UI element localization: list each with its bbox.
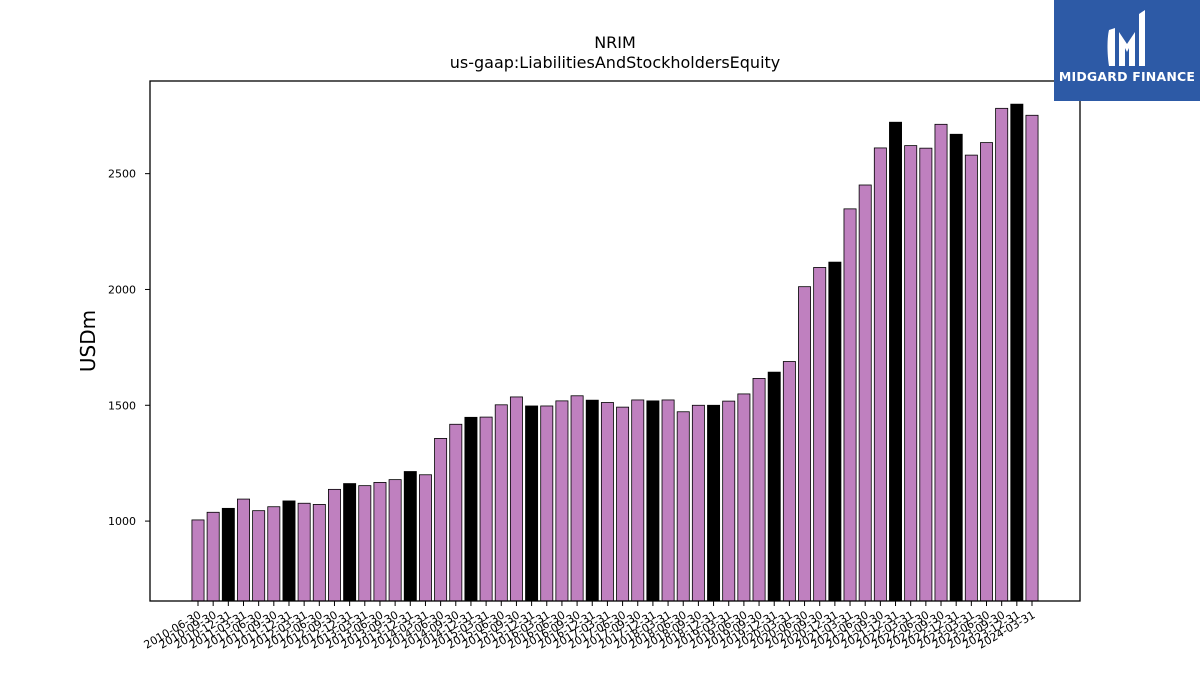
- bar: [767, 371, 781, 602]
- bar: [494, 404, 508, 602]
- y-tick-label: 2000: [108, 283, 136, 296]
- bar: [479, 416, 493, 602]
- bar: [949, 133, 963, 602]
- bar: [343, 483, 357, 602]
- bar: [798, 286, 812, 602]
- bar: [191, 519, 205, 602]
- bar: [858, 184, 872, 602]
- bar: [525, 405, 539, 602]
- bar: [919, 147, 933, 602]
- bar: [540, 405, 554, 602]
- bar: [328, 488, 341, 602]
- bar: [312, 504, 326, 602]
- bar: [555, 400, 569, 602]
- bar: [752, 378, 766, 602]
- bar: [388, 479, 402, 602]
- bar: [373, 482, 387, 602]
- y-ticks-group: 1000 1500 2000 2500: [108, 168, 150, 528]
- bar: [661, 399, 675, 602]
- bar: [252, 510, 266, 602]
- bar: [676, 411, 690, 602]
- bar: [813, 267, 827, 602]
- bar: [964, 154, 978, 602]
- bar: [237, 498, 250, 602]
- bar: [904, 145, 918, 602]
- bar: [737, 393, 751, 602]
- bar: [873, 147, 887, 602]
- bar: [418, 474, 432, 602]
- bar: [297, 502, 311, 602]
- bars-group: [191, 103, 1039, 602]
- bar: [585, 399, 599, 602]
- bar: [1025, 114, 1039, 602]
- bar: [707, 404, 721, 602]
- y-tick-label: 2500: [108, 168, 136, 181]
- bar: [934, 123, 948, 602]
- bar: [570, 395, 584, 602]
- bar: [631, 399, 645, 602]
- bar: [449, 423, 463, 602]
- bar: [889, 121, 902, 602]
- bar: [616, 406, 630, 602]
- bar: [646, 400, 660, 602]
- bar: [434, 437, 448, 602]
- bar: [843, 208, 857, 602]
- bar: [691, 404, 705, 602]
- bar: [1010, 103, 1024, 602]
- bar: [828, 261, 842, 602]
- x-ticks-group: 2010-06-302010-09-302010-12-312011-03-31…: [142, 601, 1038, 652]
- bar: [995, 107, 1009, 602]
- plot-frame: [149, 80, 1081, 602]
- bar: [980, 142, 993, 602]
- logo-mark-icon: [1107, 10, 1145, 66]
- midgard-finance-logo: MIDGARD FINANCE: [1054, 0, 1200, 101]
- bar: [782, 361, 796, 602]
- bar: [206, 511, 220, 602]
- bar: [722, 400, 736, 602]
- chart-subtitle: us-gaap:LiabilitiesAndStockholdersEquity: [449, 53, 781, 72]
- bar: [464, 416, 478, 602]
- y-tick-label: 1000: [108, 515, 136, 528]
- logo-text: MIDGARD FINANCE: [1058, 69, 1196, 84]
- bar: [282, 500, 296, 602]
- bar: [221, 507, 235, 602]
- bar: [600, 402, 614, 602]
- chart-title: NRIM: [594, 33, 636, 52]
- y-tick-label: 1500: [108, 399, 136, 412]
- y-axis-label: USDm: [76, 310, 100, 372]
- bar: [403, 471, 417, 602]
- bar: [358, 485, 372, 602]
- bar: [509, 396, 523, 602]
- bar: [267, 506, 281, 602]
